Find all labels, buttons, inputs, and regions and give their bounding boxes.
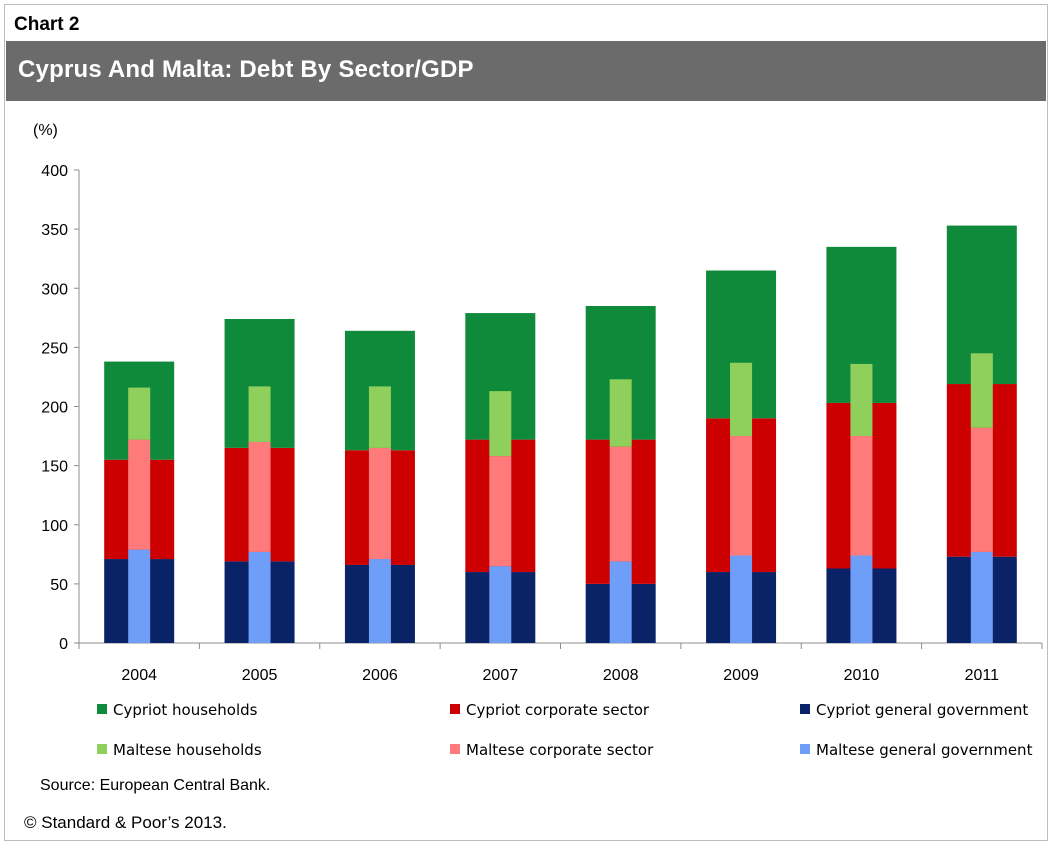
bar-maltese-general-government <box>368 559 391 643</box>
bar-maltese-corporate-sector <box>970 427 993 552</box>
y-tick-label: 0 <box>59 636 68 653</box>
bar-maltese-corporate-sector <box>489 456 512 567</box>
y-tick-label: 300 <box>41 281 68 298</box>
bar-maltese-general-government <box>248 551 271 643</box>
title-bar: Cyprus And Malta: Debt By Sector/GDP <box>6 41 1046 101</box>
x-tick-label: 2006 <box>362 667 398 684</box>
y-tick-label: 400 <box>41 163 68 180</box>
x-tick-label: 2009 <box>723 667 759 684</box>
chart-title: Cyprus And Malta: Debt By Sector/GDP <box>18 56 474 83</box>
x-tick-label: 2005 <box>242 667 278 684</box>
bar-maltese-households <box>850 363 873 437</box>
legend-swatch-maltese-corporate-sector <box>450 744 460 754</box>
x-tick-label: 2008 <box>603 667 639 684</box>
bar-maltese-corporate-sector <box>730 436 753 556</box>
bar-maltese-households <box>730 362 753 437</box>
chart-frame <box>4 4 1048 841</box>
y-tick-label: 350 <box>41 222 68 239</box>
bar-maltese-general-government <box>730 555 753 643</box>
legend-swatch-maltese-households <box>97 744 107 754</box>
bar-maltese-corporate-sector <box>128 439 151 550</box>
y-tick-label: 50 <box>50 577 68 594</box>
x-tick-label: 2010 <box>844 667 880 684</box>
bar-maltese-general-government <box>850 555 873 643</box>
legend-swatch-cypriot-general-government <box>800 704 810 714</box>
bar-maltese-households <box>368 386 391 448</box>
x-tick-label: 2004 <box>121 667 157 684</box>
source-note: Source: European Central Bank. <box>40 777 271 794</box>
legend-label-cypriot-corporate-sector: Cypriot corporate sector <box>466 701 650 719</box>
legend-label-maltese-households: Maltese households <box>113 741 262 759</box>
y-tick-label: 250 <box>41 340 68 357</box>
legend-swatch-cypriot-corporate-sector <box>450 704 460 714</box>
legend-swatch-maltese-general-government <box>800 744 810 754</box>
legend-label-cypriot-general-government: Cypriot general government <box>816 701 1028 719</box>
bar-maltese-general-government <box>609 561 632 643</box>
legend-swatch-cypriot-households <box>97 704 107 714</box>
y-axis-unit-label: (%) <box>33 122 58 139</box>
bar-maltese-households <box>970 353 993 428</box>
y-tick-label: 150 <box>41 459 68 476</box>
legend-label-maltese-general-government: Maltese general government <box>816 741 1033 759</box>
legend-label-maltese-corporate-sector: Maltese corporate sector <box>466 741 654 759</box>
bar-maltese-corporate-sector <box>850 436 873 556</box>
bar-maltese-households <box>609 379 632 447</box>
y-tick-label: 100 <box>41 518 68 535</box>
bar-maltese-households <box>489 391 512 457</box>
x-tick-label: 2007 <box>483 667 519 684</box>
y-tick-label: 200 <box>41 400 68 417</box>
bar-maltese-corporate-sector <box>368 447 391 560</box>
bar-maltese-general-government <box>128 549 151 643</box>
legend-label-cypriot-households: Cypriot households <box>113 701 258 719</box>
bar-maltese-corporate-sector <box>609 446 632 562</box>
bar-maltese-general-government <box>489 566 512 643</box>
bar-maltese-general-government <box>970 551 993 643</box>
x-tick-label: 2011 <box>965 667 1000 684</box>
bar-maltese-households <box>248 386 271 442</box>
bar-maltese-corporate-sector <box>248 441 271 552</box>
chart-number-label: Chart 2 <box>14 14 80 35</box>
bar-maltese-households <box>128 387 151 440</box>
copyright-note: © Standard & Poor’s 2013. <box>24 813 227 832</box>
